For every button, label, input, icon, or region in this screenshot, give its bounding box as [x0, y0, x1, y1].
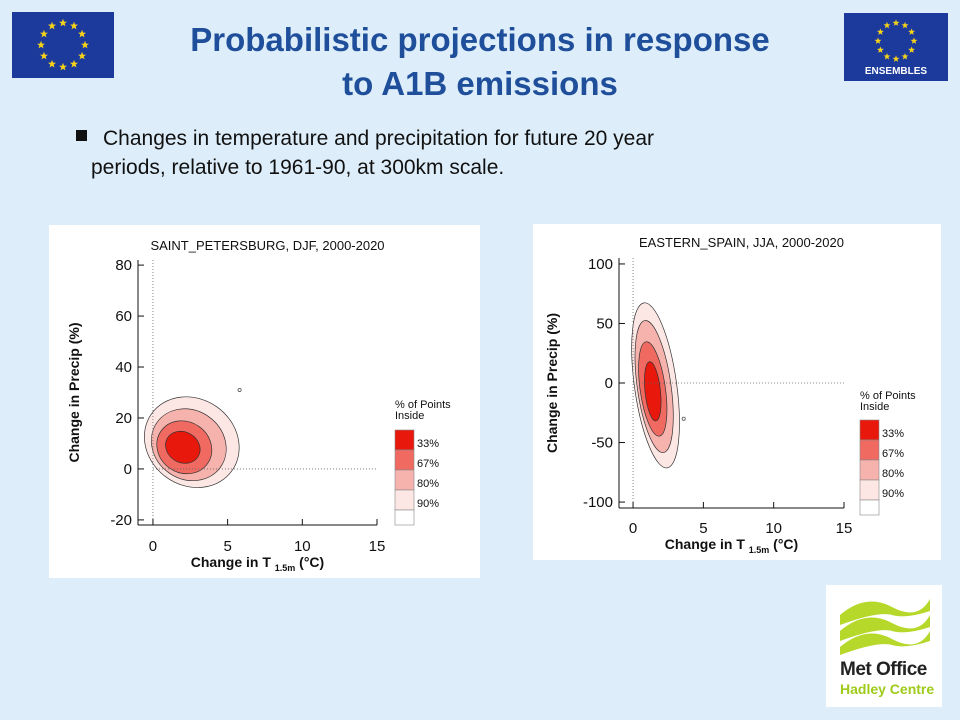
title-line-1: Probabilistic projections in response	[190, 21, 770, 58]
logo-text-hadley-centre: Hadley Centre	[840, 681, 935, 697]
legend-swatch	[394, 469, 415, 491]
chart-title: SAINT_PETERSBURG, DJF, 2000-2020	[150, 238, 384, 253]
chart-eastern-spain: EASTERN_SPAIN, JJA, 2000-2020 0 5 10 15 -100 -…	[544, 235, 916, 555]
legend-label: 67%	[882, 448, 904, 460]
legend-swatch	[859, 439, 880, 461]
y-tick-label: -100	[583, 494, 613, 511]
y-tick-label: -20	[110, 512, 132, 529]
contour-33pct	[165, 430, 201, 464]
star-icon	[48, 59, 56, 68]
y-tick-label: 60	[115, 308, 132, 325]
bullet-text-line-1: Changes in temperature and precipitation…	[103, 127, 654, 150]
y-tick-label: 0	[124, 461, 132, 478]
legend-swatch	[859, 419, 880, 441]
eu-stars-left	[37, 18, 89, 71]
star-icon	[892, 19, 900, 26]
contour-33pct	[644, 361, 662, 422]
x-tick-label: 5	[223, 538, 231, 555]
chart-panel-eastern-spain: EASTERN_SPAIN, JJA, 2000-2020 0 5 10 15 -100 -…	[533, 224, 941, 560]
chart-saint-petersburg: SAINT_PETERSBURG, DJF, 2000-2020 0 5 10 15 -2…	[66, 238, 451, 573]
y-tick-label: 100	[588, 256, 613, 273]
x-axis-label: Change in T 1.5m (°C)	[191, 554, 324, 573]
star-icon	[876, 28, 884, 35]
star-icon	[892, 55, 900, 62]
legend-title: % of Points	[860, 390, 916, 402]
star-icon	[81, 40, 89, 49]
legend-swatch	[394, 429, 415, 451]
y-tick-label: 50	[596, 315, 613, 332]
legend-swatch-empty	[859, 499, 880, 516]
star-icon	[883, 21, 891, 29]
y-tick-label: 0	[605, 375, 613, 392]
bullet-point: Changes in temperature and precipitation…	[76, 124, 838, 182]
star-icon	[908, 46, 916, 53]
bullet-text-line-2: periods, relative to 1961-90, at 300km s…	[91, 156, 505, 179]
square-bullet-icon	[76, 130, 87, 141]
x-tick-label: 0	[149, 538, 157, 555]
legend-label: 33%	[417, 438, 439, 450]
y-tick-label: 20	[115, 410, 132, 427]
star-icon	[39, 51, 48, 60]
legend-swatch-empty	[394, 509, 415, 526]
x-tick-label: 10	[294, 538, 311, 555]
logo-text-met-office: Met Office	[840, 659, 927, 680]
star-icon	[39, 29, 48, 38]
x-tick-label: 10	[765, 520, 782, 537]
legend-swatch	[394, 449, 415, 471]
x-tick-label: 0	[629, 520, 637, 537]
legend-label: 33%	[882, 428, 904, 440]
legend-label: 90%	[417, 498, 439, 510]
star-icon	[876, 46, 884, 53]
title-line-2: to A1B emissions	[342, 65, 618, 102]
legend-title-2: Inside	[395, 410, 424, 422]
x-tick-label: 15	[836, 520, 853, 537]
legend-title: % of Points	[395, 399, 451, 411]
star-icon	[874, 37, 882, 44]
star-icon	[910, 37, 918, 44]
y-tick-label: -50	[591, 435, 613, 452]
met-office-waves-icon	[840, 599, 930, 655]
star-icon	[59, 18, 67, 27]
x-axis-label: Change in T 1.5m (°C)	[665, 536, 798, 555]
star-icon	[901, 52, 909, 60]
star-icon	[901, 21, 909, 29]
star-icon	[70, 59, 78, 68]
outlier-point	[681, 416, 686, 421]
y-tick-label: 40	[115, 359, 132, 376]
eu-flag-left	[12, 12, 114, 78]
star-icon	[59, 62, 67, 71]
star-icon	[883, 52, 891, 60]
legend-swatch	[394, 489, 415, 511]
y-axis-label: Change in Precip (%)	[544, 313, 560, 453]
x-tick-label: 5	[699, 520, 707, 537]
ensembles-flag-right: ENSEMBLES	[844, 13, 948, 81]
legend-swatch	[859, 479, 880, 501]
star-icon	[37, 40, 45, 49]
met-office-logo: Met Office Hadley Centre	[826, 585, 942, 707]
page-title: Probabilistic projections in response to…	[120, 18, 840, 106]
legend-label: 80%	[882, 468, 904, 480]
y-tick-label: 80	[115, 257, 132, 274]
eu-stars-right	[874, 19, 918, 62]
chart-panel-saint-petersburg: SAINT_PETERSBURG, DJF, 2000-2020 0 5 10 15 -2…	[49, 225, 480, 578]
y-axis-label: Change in Precip (%)	[66, 322, 82, 462]
star-icon	[78, 29, 87, 38]
legend-title-2: Inside	[860, 401, 889, 413]
star-icon	[70, 21, 78, 30]
legend-label: 67%	[417, 458, 439, 470]
legend-label: 80%	[417, 478, 439, 490]
chart-title: EASTERN_SPAIN, JJA, 2000-2020	[639, 235, 844, 250]
legend-swatch	[859, 459, 880, 481]
ensembles-label: ENSEMBLES	[864, 66, 928, 77]
legend-label: 90%	[882, 488, 904, 500]
outlier-point	[237, 387, 242, 392]
x-tick-label: 15	[369, 538, 386, 555]
star-icon	[908, 28, 916, 35]
star-icon	[78, 51, 87, 60]
star-icon	[48, 21, 56, 30]
